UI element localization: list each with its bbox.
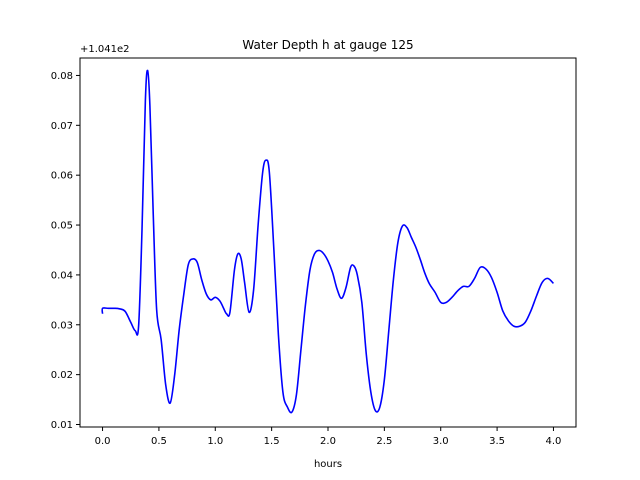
x-tick-label: 0.0 bbox=[95, 436, 111, 447]
x-tick-label: 2.0 bbox=[320, 436, 336, 447]
series-line bbox=[101, 69, 555, 414]
y-axis: 0.01 0.02 0.03 0.04 0.05 0.06 0.07 0.08 bbox=[51, 71, 80, 431]
x-tick-label: 1.5 bbox=[264, 436, 280, 447]
x-tick-label: 3.0 bbox=[433, 436, 449, 447]
y-tick-label: 0.02 bbox=[51, 370, 73, 381]
y-tick-label: 0.07 bbox=[51, 121, 73, 132]
x-axis: 0.0 0.5 1.0 1.5 2.0 2.5 3.0 3.5 4.0 bbox=[95, 427, 562, 447]
y-tick-label: 0.04 bbox=[51, 270, 73, 281]
x-tick-label: 0.5 bbox=[151, 436, 167, 447]
y-tick-label: 0.06 bbox=[51, 171, 73, 182]
y-tick-label: 0.01 bbox=[51, 420, 73, 431]
x-tick-label: 4.0 bbox=[546, 436, 562, 447]
x-tick-label: 2.5 bbox=[376, 436, 392, 447]
x-tick-label: 1.0 bbox=[207, 436, 223, 447]
x-tick-label: 3.5 bbox=[489, 436, 505, 447]
y-tick-label: 0.05 bbox=[51, 221, 73, 232]
y-axis-offset-label: +1.041e2 bbox=[80, 44, 130, 55]
chart-title: Water Depth h at gauge 125 bbox=[242, 38, 413, 52]
plot-area: 0.0 0.5 1.0 1.5 2.0 2.5 3.0 3.5 4.0 0.01 0.02 0.03… bbox=[51, 57, 577, 447]
x-axis-label: hours bbox=[314, 459, 342, 470]
y-tick-label: 0.08 bbox=[51, 71, 73, 82]
y-tick-label: 0.03 bbox=[51, 320, 73, 331]
